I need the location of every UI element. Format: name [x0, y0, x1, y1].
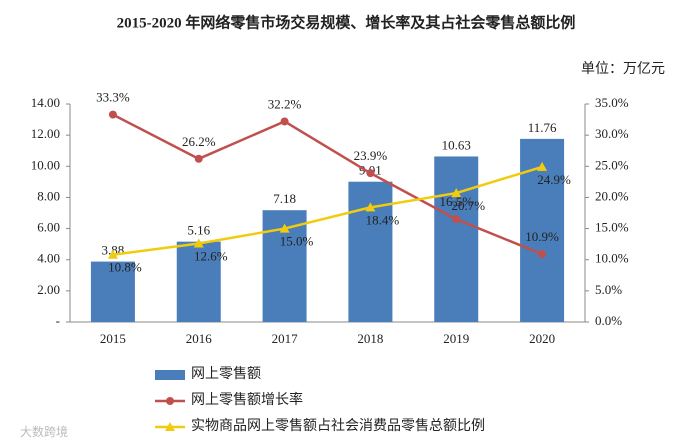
line-value-label: 32.2% [268, 96, 302, 111]
y2-tick-label: 20.0% [595, 188, 629, 203]
line-point [452, 215, 461, 224]
y-tick-label: 8.00 [37, 188, 60, 203]
y2-tick-label: 5.0% [595, 282, 622, 297]
bar-value-label: 7.18 [273, 191, 296, 206]
line-value-label: 33.3% [96, 90, 130, 105]
x-tick-label: 2018 [357, 331, 383, 346]
y-tick-label: 12.00 [31, 126, 60, 141]
y2-tick-label: 30.0% [595, 126, 629, 141]
y-tick-label: 4.00 [37, 251, 60, 266]
x-tick-label: 2019 [443, 331, 469, 346]
line-value-label: 26.2% [182, 134, 216, 149]
line-value-label: 10.8% [108, 260, 142, 275]
legend-label: 网上零售额 [191, 366, 261, 382]
unit-label: 单位：万亿元 [581, 61, 665, 77]
y-tick-label: 14.00 [31, 95, 60, 110]
line-point [365, 202, 376, 212]
legend-marker [166, 397, 174, 405]
bar [176, 241, 221, 322]
line-value-label: 16.5% [439, 194, 473, 209]
x-tick-label: 2020 [529, 331, 555, 346]
line-point [108, 110, 117, 119]
line-point [193, 238, 204, 248]
bar-value-label: 10.63 [442, 137, 471, 152]
line-point [107, 249, 118, 259]
bar [434, 156, 479, 322]
line-point [451, 188, 462, 198]
line-value-label: 10.9% [525, 229, 559, 244]
line-point [538, 250, 547, 259]
legend-swatch [155, 370, 185, 380]
x-tick-label: 2017 [272, 331, 299, 346]
line-point [279, 223, 290, 233]
x-tick-label: 2015 [100, 331, 126, 346]
y-tick-label: 6.00 [37, 220, 60, 235]
bar [90, 261, 135, 322]
y2-tick-label: 35.0% [595, 95, 629, 110]
y2-tick-label: 10.0% [595, 251, 629, 266]
line [112, 113, 543, 256]
bar-value-label: 5.16 [187, 223, 210, 238]
legend-marker [165, 422, 175, 431]
y2-tick-label: 15.0% [595, 220, 629, 235]
legend-label: 网上零售额增长率 [191, 391, 303, 408]
line-value-label: 18.4% [366, 212, 400, 227]
y-tick-label: - [56, 313, 60, 328]
watermark: 大数跨境 [20, 424, 68, 439]
x-tick-label: 2016 [186, 331, 213, 346]
line-value-label: 15.0% [280, 234, 314, 249]
line-point [366, 169, 375, 178]
y2-tick-label: 25.0% [595, 157, 629, 172]
y2-tick-label: 0.0% [595, 313, 622, 328]
line [112, 165, 543, 256]
line-point [280, 117, 289, 126]
y-tick-label: 10.00 [31, 157, 60, 172]
y-tick-label: 2.00 [37, 282, 60, 297]
line-value-label: 20.7% [451, 198, 485, 213]
line-value-label: 12.6% [194, 249, 228, 264]
bar-value-label: 11.76 [528, 120, 557, 135]
line-point [537, 161, 548, 171]
line-point [194, 154, 203, 163]
legend-label: 实物商品网上零售额占社会消费品零售总额比例 [191, 418, 485, 434]
line-value-label: 24.9% [537, 172, 571, 187]
chart-title: 2015-2020 年网络零售市场交易规模、增长率及其占社会零售总额比例 [117, 13, 576, 31]
line-value-label: 23.9% [354, 148, 388, 163]
